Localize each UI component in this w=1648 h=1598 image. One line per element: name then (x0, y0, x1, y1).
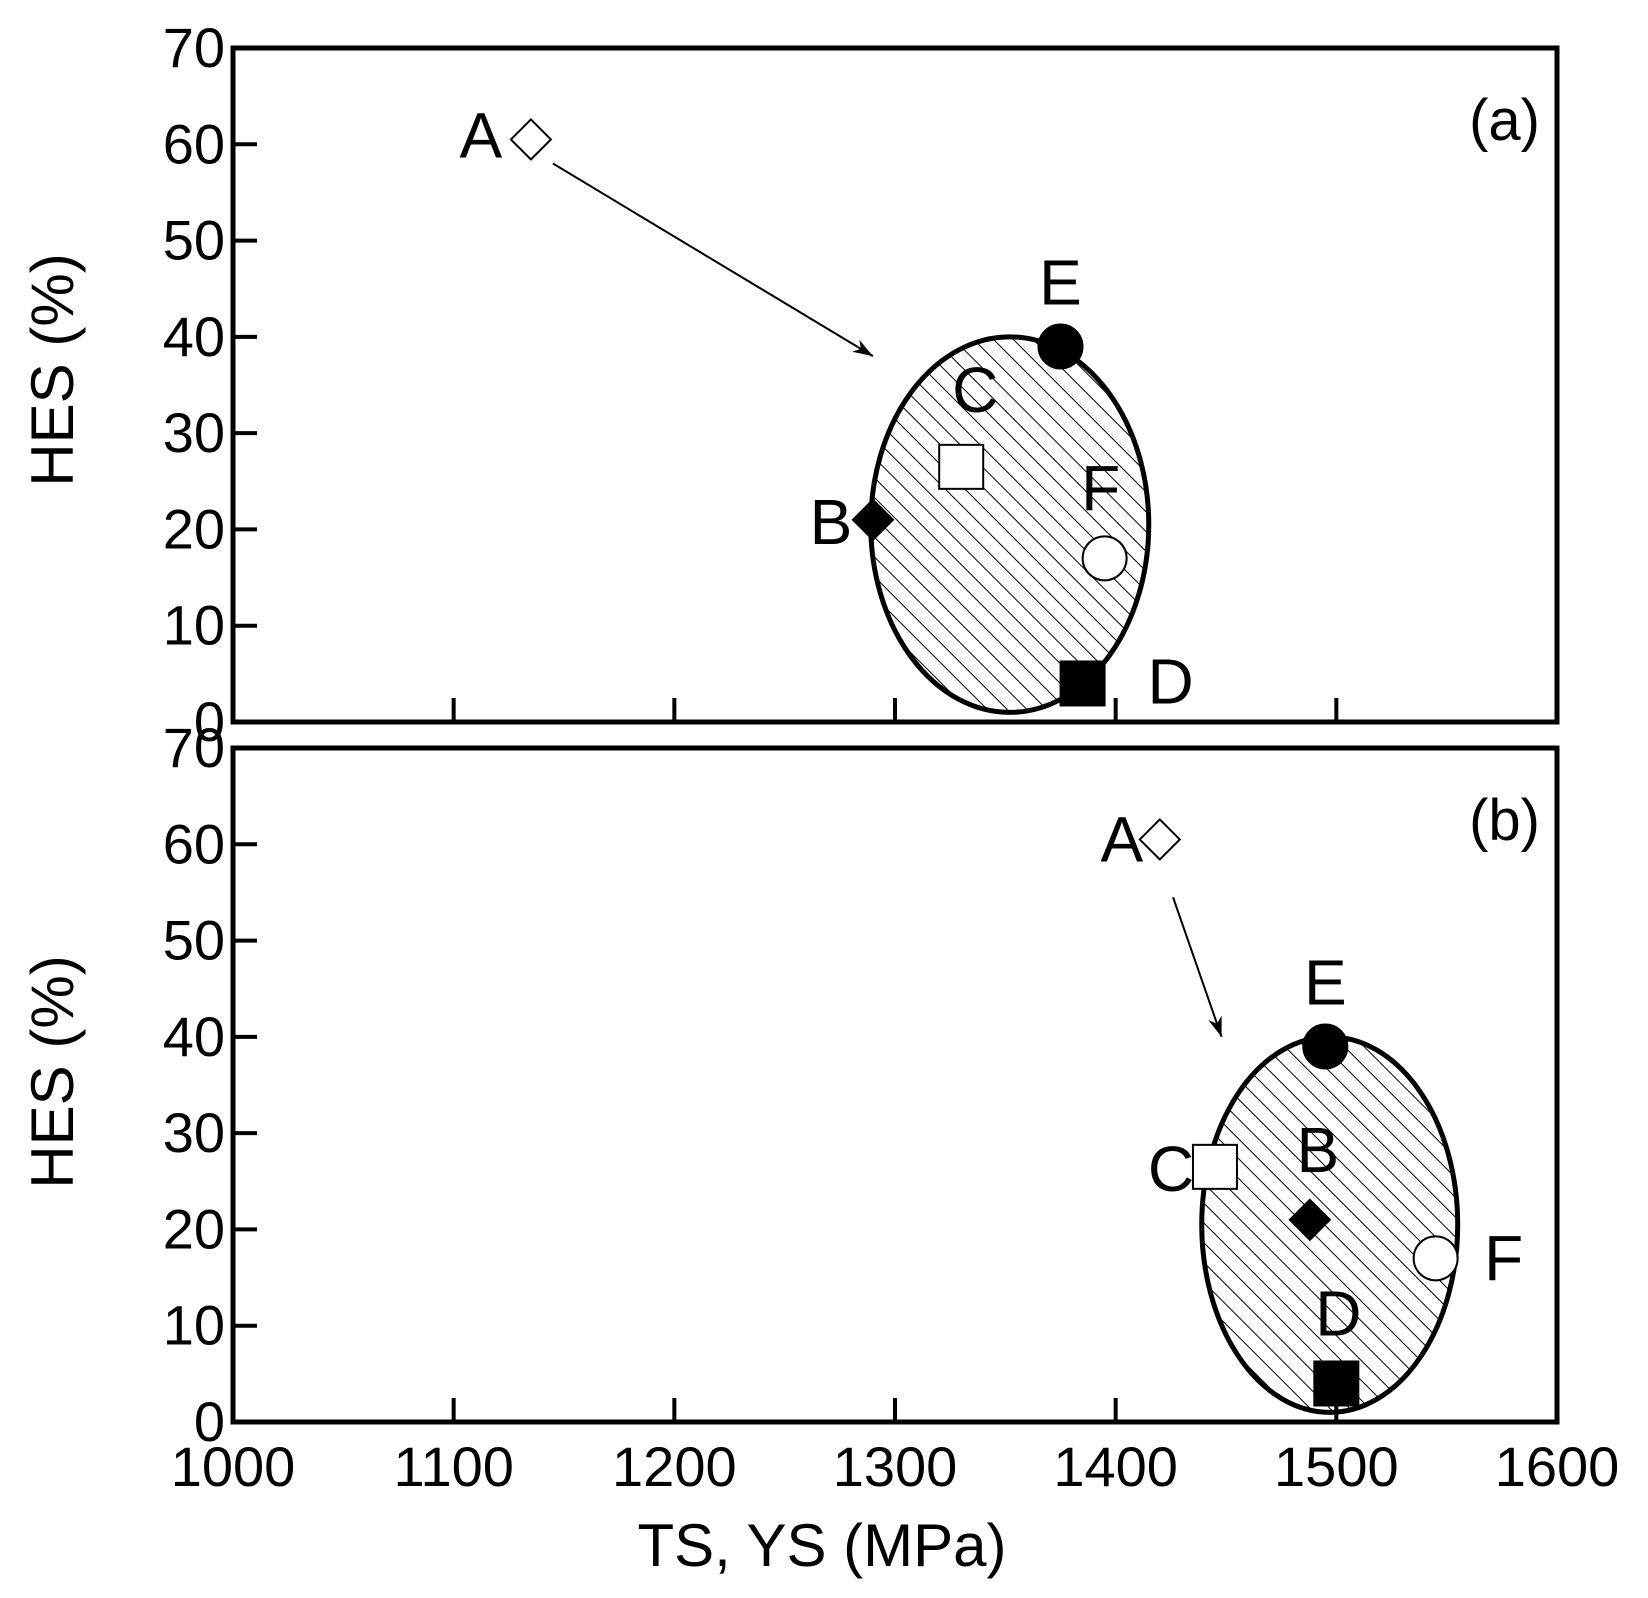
marker-f-b (1412, 1235, 1459, 1282)
marker-f-a (1081, 535, 1128, 582)
y-tick-label-a: 30 (163, 401, 225, 464)
arrow-a (552, 162, 874, 357)
y-tick-label-a: 10 (163, 594, 225, 657)
y-tick-label-a: 20 (163, 497, 225, 560)
point-label-a-b: A (1100, 803, 1143, 875)
point-label-e-b: E (1304, 946, 1347, 1018)
marker-b-b (1288, 1198, 1332, 1242)
x-tick-label: 1600 (1495, 1435, 1620, 1498)
hatched-region-a (868, 334, 1152, 715)
y-tick-label-b: 0 (194, 1390, 225, 1453)
marker-e-a (1037, 323, 1084, 370)
panel-label-b: (b) (1469, 788, 1540, 853)
marker-b-a (851, 498, 895, 542)
point-label-f-b: F (1484, 1222, 1523, 1294)
x-tick-label: 1000 (171, 1435, 296, 1498)
y-tick-label-a: 70 (163, 16, 225, 79)
y-axis-title-b: HES (%) (19, 955, 86, 1188)
y-axis-title-a: HES (%) (19, 253, 86, 486)
panel-label-a: (a) (1469, 88, 1540, 153)
point-label-f-a: F (1081, 452, 1120, 524)
y-tick-label-b: 50 (163, 909, 225, 972)
point-label-b-b: B (1297, 1114, 1340, 1186)
y-tick-label-a: 40 (163, 305, 225, 368)
hatched-region-b (1199, 1034, 1461, 1415)
marker-c-a (938, 443, 985, 490)
x-axis-title: TS, YS (MPa) (638, 1512, 1007, 1579)
y-tick-label-b: 70 (163, 716, 225, 779)
marker-a-a (509, 118, 553, 161)
point-label-a-a: A (460, 99, 503, 171)
marker-d-a (1059, 660, 1106, 707)
arrow-b (1172, 896, 1223, 1038)
marker-c-b (1191, 1143, 1238, 1190)
x-tick-label: 1500 (1274, 1435, 1399, 1498)
marker-a-b (1138, 818, 1182, 861)
panel-b: A B C D E F 0 10 20 30 40 50 60 70 1000 1100 1200 1300 1… (19, 716, 1619, 1579)
y-tick-label-b: 40 (163, 1005, 225, 1068)
y-tick-label-a: 50 (163, 209, 225, 272)
x-tick-label: 1100 (393, 1435, 513, 1498)
point-label-c-a: C (952, 354, 998, 426)
x-tick-label: 1300 (833, 1435, 958, 1498)
point-label-c-b: C (1148, 1133, 1194, 1205)
y-tick-label-b: 20 (163, 1197, 225, 1260)
point-label-d-a: D (1147, 645, 1193, 717)
y-tick-label-b: 30 (163, 1101, 225, 1164)
x-tick-label: 1200 (612, 1435, 737, 1498)
panel-a: A B C D E F 0 10 20 30 40 50 60 70 (a) HES (%) (19, 16, 1560, 753)
point-label-d-b: D (1315, 1277, 1361, 1349)
point-label-b-a: B (810, 486, 853, 558)
y-tick-label-b: 60 (163, 812, 225, 875)
y-tick-label-b: 10 (163, 1294, 225, 1357)
marker-e-b (1302, 1023, 1349, 1070)
point-label-e-a: E (1039, 246, 1082, 318)
y-tick-label-a: 0 (194, 690, 225, 753)
y-tick-label-a: 60 (163, 112, 225, 175)
x-tick-label: 1400 (1053, 1435, 1178, 1498)
